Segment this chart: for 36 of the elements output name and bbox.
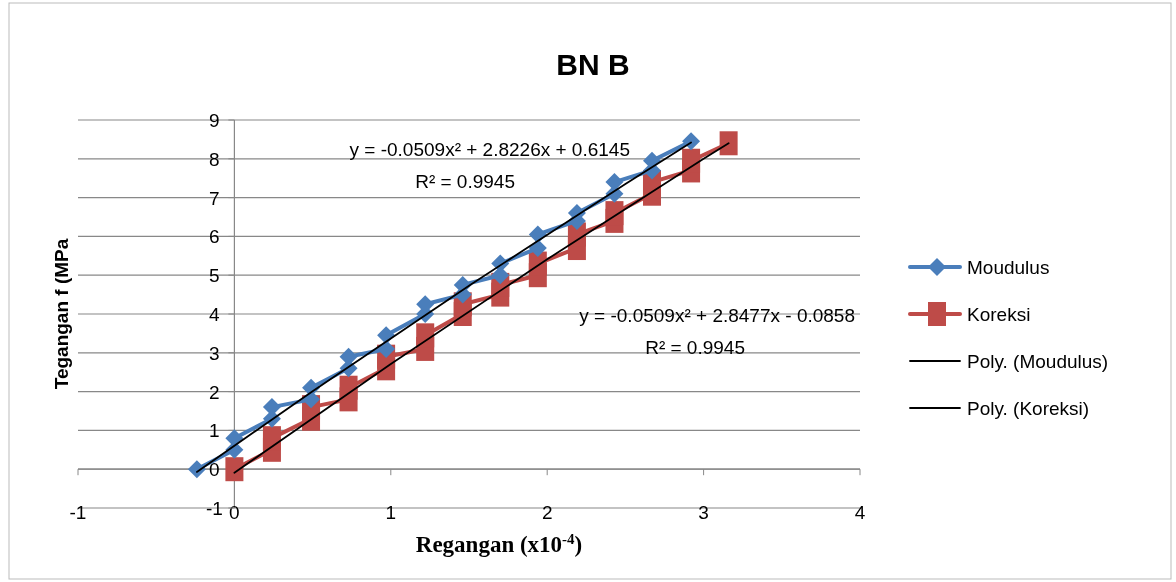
point [262, 426, 281, 451]
y-tick-label: 2 [209, 381, 220, 403]
y-tick-label: 1 [209, 420, 220, 442]
annotation: R² = 0.9945 [415, 171, 515, 192]
point [416, 323, 435, 348]
x-tick-label: 3 [698, 502, 709, 523]
x-tick-label: 2 [541, 502, 553, 523]
chart-title: BN B [556, 48, 630, 81]
annotation: y = -0.0509x² + 2.8226x + 0.6145 [349, 139, 630, 160]
x-tick-label: -1 [69, 502, 87, 523]
annotation: y = -0.0509x² + 2.8477x - 0.0858 [579, 305, 855, 326]
legend-label: Poly. (Moudulus) [967, 351, 1109, 372]
point [682, 132, 701, 151]
y-tick-label: 5 [209, 265, 220, 287]
y-tick-label: 7 [209, 187, 220, 209]
point [682, 148, 701, 173]
legend-label: Koreksi [967, 304, 1031, 325]
point [339, 375, 358, 400]
x-tick-label: 0 [229, 502, 240, 523]
point [187, 460, 206, 479]
y-tick-label: 9 [209, 110, 220, 131]
point [605, 201, 624, 226]
point [225, 457, 244, 482]
y-tick-label: 4 [209, 304, 221, 325]
x-tick-label: 4 [854, 502, 866, 523]
y-tick-label: 6 [209, 226, 220, 248]
legend-label: Moudulus [967, 257, 1050, 278]
y-tick-label: 8 [209, 148, 220, 170]
legend-label: Poly. (Koreksi) [967, 398, 1090, 419]
y-tick-label: 0 [209, 459, 220, 481]
point [719, 131, 738, 156]
annotation: R² = 0.9945 [645, 337, 745, 358]
x-tick-label: 1 [385, 502, 397, 523]
y-axis-title: Tegangan f (MPa [51, 238, 72, 390]
x-axis-title: Regangan (x10$^{-4}$) [415, 531, 583, 557]
y-tick-label: 3 [209, 342, 220, 364]
